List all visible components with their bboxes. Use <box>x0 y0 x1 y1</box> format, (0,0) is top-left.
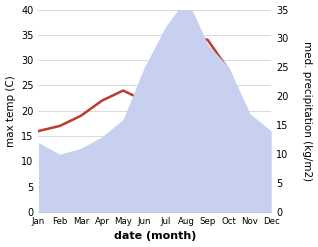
Y-axis label: max temp (C): max temp (C) <box>5 75 16 147</box>
X-axis label: date (month): date (month) <box>114 231 196 242</box>
Y-axis label: med. precipitation (kg/m2): med. precipitation (kg/m2) <box>302 41 313 181</box>
